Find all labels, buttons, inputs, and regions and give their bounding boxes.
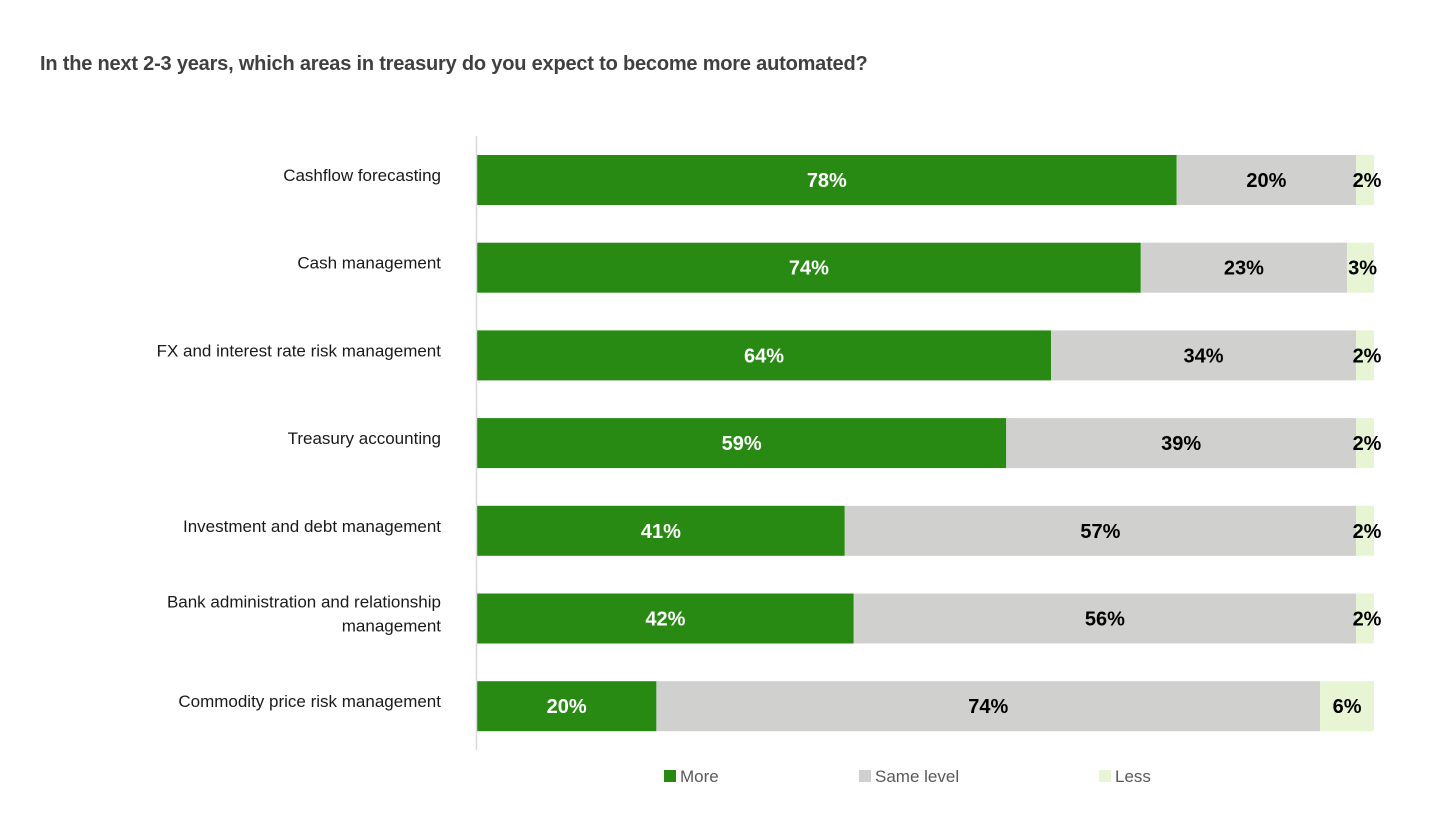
bar-same-level — [844, 505, 1357, 556]
value-label: 64% — [744, 345, 784, 367]
value-label: 42% — [645, 609, 685, 631]
category-label-line: Cashflow forecasting — [283, 166, 441, 185]
value-label: 2% — [1353, 521, 1382, 543]
value-label: 59% — [722, 433, 762, 455]
legend-item-less: Less — [1099, 767, 1151, 786]
value-label: 74% — [789, 258, 829, 280]
bar-less — [1347, 242, 1374, 293]
value-label: 20% — [547, 696, 587, 718]
value-label: 2% — [1353, 433, 1382, 455]
bar-more — [477, 155, 1177, 205]
category-label: Bank administration and relationship mana… — [167, 593, 441, 636]
legend-label: Less — [1115, 767, 1151, 786]
value-label: 20% — [1246, 170, 1286, 192]
value-label: 3% — [1348, 258, 1377, 280]
value-label: 2% — [1353, 170, 1382, 192]
value-label: 57% — [1080, 521, 1120, 543]
value-label: 6% — [1333, 696, 1362, 718]
chart-title: In the next 2-3 years, which areas in tr… — [40, 53, 868, 75]
legend: More Same level Less — [664, 767, 1151, 786]
category-label-line: Commodity price risk management — [178, 692, 441, 711]
bar-more — [477, 505, 845, 556]
category-label: Cashflow forecasting — [283, 166, 441, 185]
bar-less — [1320, 681, 1374, 732]
category-label: FX and interest rate risk management — [157, 341, 442, 360]
bar-more — [477, 330, 1052, 381]
value-label: 2% — [1353, 609, 1382, 631]
category-label-line: FX and interest rate risk management — [157, 341, 442, 360]
bar-more — [477, 418, 1007, 469]
category-label: Commodity price risk management — [178, 692, 441, 711]
category-labels: Cashflow forecasting Cash management FX an… — [157, 166, 442, 711]
bar-less — [1356, 505, 1374, 556]
category-label-line: Bank administration and relationship — [167, 593, 441, 612]
bar-same-level — [656, 681, 1321, 732]
value-label: 74% — [968, 696, 1008, 718]
bar-more — [477, 242, 1141, 293]
legend-item-same-level: Same level — [859, 767, 959, 786]
bar-same-level — [1006, 418, 1357, 469]
legend-swatch — [664, 770, 676, 782]
category-label-line: management — [342, 617, 442, 636]
legend-swatch — [859, 770, 871, 782]
bar-same-level — [1176, 155, 1357, 205]
legend-swatch — [1099, 770, 1111, 782]
category-label-line: Treasury accounting — [288, 429, 441, 448]
legend-item-more: More — [664, 767, 719, 786]
bar-less — [1356, 418, 1374, 469]
bar-same-level — [853, 593, 1357, 644]
bar-same-level — [1140, 242, 1348, 293]
legend-label: Same level — [875, 767, 959, 786]
category-label: Investment and debt management — [183, 517, 441, 536]
category-label-line: Investment and debt management — [183, 517, 441, 536]
bar-more — [477, 593, 854, 644]
value-label: 34% — [1184, 345, 1224, 367]
value-label: 41% — [641, 521, 681, 543]
value-label: 2% — [1353, 345, 1382, 367]
category-label: Cash management — [297, 254, 441, 273]
category-label: Treasury accounting — [288, 429, 441, 448]
value-label: 78% — [807, 170, 847, 192]
category-label-line: Cash management — [297, 254, 441, 273]
bar-less — [1356, 593, 1374, 644]
value-label: 23% — [1224, 258, 1264, 280]
bar-less — [1356, 155, 1374, 205]
value-label: 56% — [1085, 609, 1125, 631]
bar-less — [1356, 330, 1374, 381]
legend-label: More — [680, 767, 719, 786]
bar-same-level — [1051, 330, 1357, 381]
bar-more — [477, 681, 657, 732]
bars-group — [477, 155, 1374, 732]
value-label: 39% — [1161, 433, 1201, 455]
value-labels: 78% 20% 2% 74% 23% 3% 64% 34% 2% 59% 39% 2% 41% 57% 2%… — [547, 170, 1382, 718]
